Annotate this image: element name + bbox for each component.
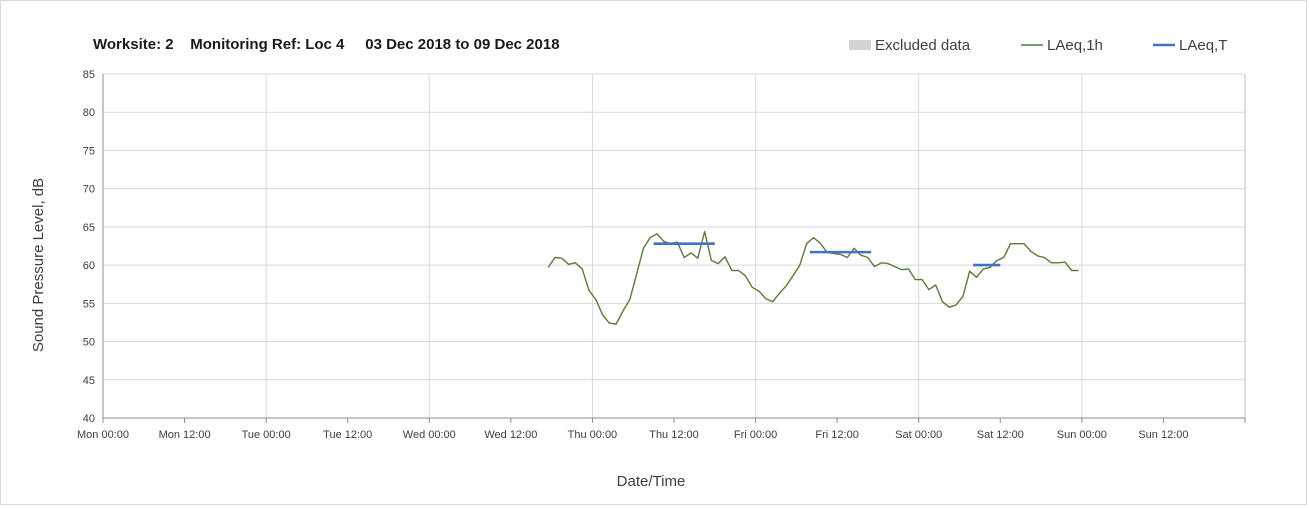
x-tick-label: Tue 00:00 [242,429,291,441]
x-tick-labels: Mon 00:00 Mon 12:00 Tue 00:00 Tue 12:00 Wed … [77,429,1188,441]
series-group [547,230,1079,325]
x-tick-label: Sat 12:00 [977,429,1024,441]
y-axis-title: Sound Pressure Level, dB [30,178,47,352]
x-tick-label: Sun 12:00 [1138,429,1188,441]
y-tick-label: 50 [83,337,95,349]
legend-label: Excluded data [875,37,971,54]
legend: Excluded data LAeq,1h LAeq,T [849,37,1227,54]
x-tick-label: Wed 12:00 [484,429,537,441]
y-tick-label: 85 [83,69,95,81]
x-tick-label: Sat 00:00 [895,429,942,441]
legend-label: LAeq,T [1179,37,1227,54]
x-tick-label: Fri 12:00 [815,429,858,441]
x-axis-title: Date/Time [617,473,686,490]
axes [102,74,1246,423]
x-tick-label: Fri 00:00 [734,429,777,441]
x-tick-label: Thu 00:00 [568,429,618,441]
y-tick-label: 45 [83,375,95,387]
x-tick-label: Mon 00:00 [77,429,129,441]
y-tick-label: 55 [83,298,95,310]
x-tick-label: Thu 12:00 [649,429,699,441]
x-tick-label: Sun 00:00 [1057,429,1107,441]
x-tick-label: Mon 12:00 [159,429,211,441]
legend-label: LAeq,1h [1047,37,1103,54]
x-tick-label: Wed 00:00 [403,429,456,441]
y-tick-label: 65 [83,222,95,234]
y-tick-label: 75 [83,145,95,157]
chart-title: Worksite: 2 Monitoring Ref: Loc 4 03 Dec… [93,36,560,53]
y-tick-label: 40 [83,413,95,425]
y-tick-label: 70 [83,184,95,196]
y-tick-label: 80 [83,107,95,119]
gridlines [103,73,1246,418]
y-tick-labels: 40 45 50 55 60 65 70 75 80 85 [83,69,95,425]
series-line-laeq-1h [547,230,1079,325]
legend-swatch-excluded-data [849,40,871,50]
y-tick-label: 60 [83,260,95,272]
x-tick-label: Tue 12:00 [323,429,372,441]
